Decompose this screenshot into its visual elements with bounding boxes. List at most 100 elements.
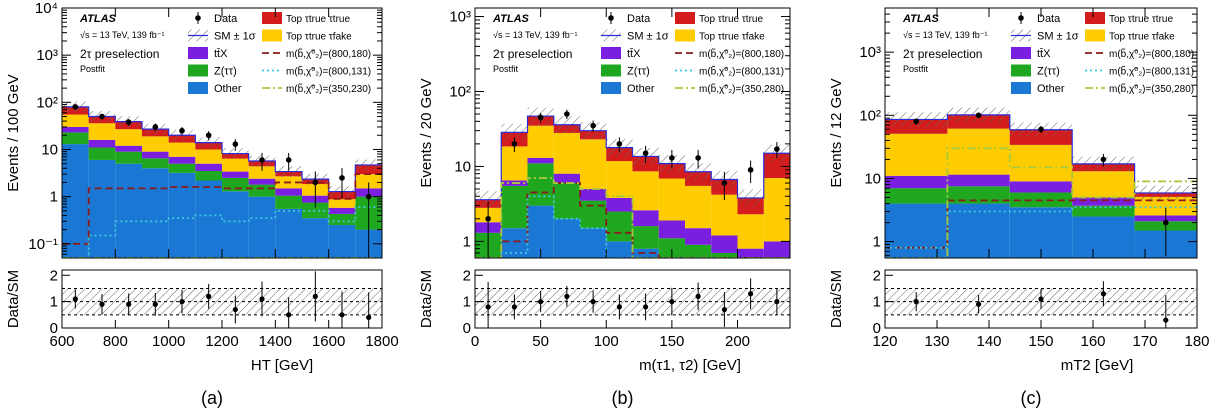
bar-other <box>1072 216 1135 258</box>
ratio-y-tick-label: 2 <box>463 267 471 284</box>
bar-ztautau <box>222 177 249 192</box>
bar-ttx <box>885 175 948 189</box>
bar-other <box>328 225 356 258</box>
plot-area <box>62 101 382 258</box>
bar-top_true_fake <box>328 199 356 208</box>
ratio-point <box>538 299 544 305</box>
bar-ttx <box>115 145 142 152</box>
x-tick-label: 800 <box>103 333 128 350</box>
ratio-point <box>1100 291 1106 297</box>
ratio-point <box>695 293 701 299</box>
signal-line-1 <box>62 173 382 245</box>
energy-label: √s = 13 TeV, 139 fb⁻¹ <box>903 30 988 40</box>
legend-label-data: Data <box>1037 13 1061 25</box>
legend-label-ztautau: Z(ττ) <box>214 66 237 78</box>
x-tick-label: 120 <box>872 333 897 350</box>
data-point <box>1100 156 1107 163</box>
legend-label-ztautau: Z(ττ) <box>627 66 650 78</box>
bar-top_true_fake <box>1009 144 1073 182</box>
legend-label-sm: SM ± 1σ <box>627 31 669 43</box>
legend-label-sm: SM ± 1σ <box>214 31 256 43</box>
data-point <box>232 141 239 147</box>
data-point <box>913 118 919 125</box>
data-point <box>747 167 754 173</box>
legend: ATLAS √s = 13 TeV, 139 fb⁻¹ 2τ preselectio… <box>902 12 1194 95</box>
x-axis-label: m(τ1, τ2) [GeV] <box>639 357 741 374</box>
bar-other <box>580 228 607 258</box>
fit-label: Postfit <box>903 64 929 74</box>
x-tick-label: 170 <box>1132 333 1157 350</box>
signal-line-2 <box>475 195 790 258</box>
ratio-y-tick-label: 1 <box>50 294 58 311</box>
ratio-point <box>1163 317 1169 323</box>
ratio-y-tick-label: 0 <box>50 320 58 337</box>
bar-ztautau <box>606 211 633 242</box>
legend-label-sig_350_x: m(b̃,χ̃⁰₂)=(350,280) <box>699 82 784 95</box>
y-tick-label: 10² <box>36 94 58 111</box>
y-tick-label: 10⁻¹ <box>28 236 58 253</box>
bar-top_true_fake <box>685 185 712 229</box>
legend-label-other: Other <box>1037 83 1065 95</box>
ratio-point <box>286 312 292 318</box>
legend-label-ttx: tt̄X <box>1037 48 1051 60</box>
y-tick-label: 10 <box>454 158 471 175</box>
y-axis-label: Events / 100 GeV <box>5 74 22 192</box>
panel-label: (c) <box>1021 388 1042 408</box>
legend-label-other: Other <box>627 83 655 95</box>
bar-ztautau <box>885 188 948 204</box>
legend-label-sig_800_131: m(b̃,χ̃⁰₂)=(800,131) <box>286 65 371 78</box>
legend-swatch-ztautau <box>601 64 621 77</box>
data-point <box>485 216 491 222</box>
ratio-point <box>72 296 78 302</box>
x-tick-label: 1600 <box>312 333 345 350</box>
bar-top_true_fake <box>88 123 116 140</box>
x-tick-label: 160 <box>1080 333 1105 350</box>
fit-label: Postfit <box>493 64 519 74</box>
legend-swatch-top_true_fake <box>1085 29 1105 42</box>
atlas-label: ATLAS <box>902 13 940 25</box>
ratio-point <box>748 291 754 297</box>
data-point <box>152 124 159 130</box>
plot-area <box>885 107 1197 258</box>
bar-ztautau <box>527 163 554 206</box>
legend-label-top_true_true: Top τtrue τtrue <box>699 14 763 25</box>
ratio-y-tick-label: 1 <box>873 294 881 311</box>
legend-label-sig_800_131: m(b̃,χ̃⁰₂)=(800,131) <box>1109 65 1194 78</box>
data-point <box>669 155 675 161</box>
panel-label: (b) <box>612 388 634 408</box>
bar-other <box>195 180 222 258</box>
ratio-y-tick-label: 0 <box>463 320 471 337</box>
legend-swatch-top_true_fake <box>675 29 695 42</box>
main-frame <box>474 7 791 259</box>
bar-other <box>553 218 580 258</box>
data-point <box>616 141 623 147</box>
bar-ztautau <box>501 185 528 229</box>
selection-label: 2τ preselection <box>493 47 572 61</box>
x-tick-label: 1200 <box>205 333 238 350</box>
x-tick-label: 1800 <box>365 333 398 350</box>
ratio-point <box>339 312 345 318</box>
ratio-point <box>179 299 185 305</box>
bar-other <box>885 203 948 258</box>
data-point <box>537 114 544 121</box>
data-point <box>125 119 132 125</box>
ratio-frame <box>474 269 791 329</box>
bar-ttx <box>711 235 738 253</box>
ratio-point <box>485 304 491 310</box>
bar-ttx <box>947 174 1010 187</box>
x-tick-label: 180 <box>1184 333 1209 350</box>
bar-other <box>88 159 116 258</box>
legend-swatch-other <box>188 82 208 94</box>
legend-label-sig_800_131: m(b̃,χ̃⁰₂)=(800,131) <box>699 65 784 78</box>
bar-ztautau <box>195 170 222 181</box>
x-tick-label: 100 <box>594 333 619 350</box>
data-point <box>99 113 105 120</box>
bar-other <box>632 248 659 258</box>
data-point <box>312 179 319 186</box>
data-point <box>642 150 649 157</box>
bar-other <box>168 172 196 258</box>
data-point <box>511 141 518 147</box>
bar-ztautau <box>685 244 712 258</box>
